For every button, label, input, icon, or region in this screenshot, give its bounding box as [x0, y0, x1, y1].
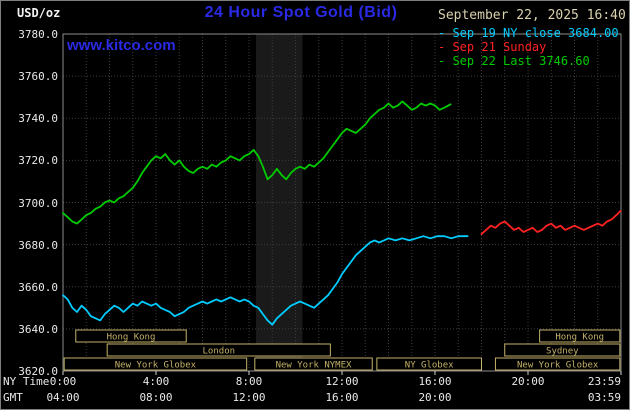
- y-axis-label: 3740.0: [18, 112, 58, 126]
- session-box: [539, 329, 621, 343]
- legend-item-sep21: - Sep 21 Sunday: [438, 40, 547, 54]
- y-axis-label: 3780.0: [18, 28, 58, 41]
- x-axis-label-gmt: 03:59: [587, 391, 621, 404]
- chart-title: 24 Hour Spot Gold (Bid): [204, 4, 398, 21]
- session-box-label: New York Globex: [517, 361, 599, 371]
- kitco-watermark-link[interactable]: www.kitco.com: [67, 37, 176, 54]
- datetime-label: September 22, 2025 16:40: [438, 8, 626, 23]
- units-label: USD/oz: [17, 6, 61, 20]
- session-box-label: New York NYMEX: [276, 361, 352, 371]
- session-box-label: Sydney: [546, 347, 579, 357]
- gmt-axis-label: GMT: [3, 391, 23, 404]
- session-box-label: Hong Kong: [107, 333, 156, 343]
- session-box-label: Hong Kong: [555, 333, 604, 343]
- session-box: [63, 357, 248, 371]
- series-line-sep21: [480, 209, 622, 236]
- legend-item-sep22: - Sep 22 Last 3746.60: [438, 54, 590, 68]
- series-line-sep22: [62, 100, 452, 225]
- y-axis-label: 3620.0: [18, 365, 58, 378]
- y-axis-label: 3660.0: [18, 280, 58, 294]
- x-axis-label-ny: 16:00: [418, 375, 452, 388]
- y-axis-label: 3760.0: [18, 70, 58, 84]
- session-box-label: NY Globex: [405, 361, 454, 371]
- x-axis-label-ny: 8:00: [235, 375, 263, 388]
- x-axis-label-gmt: 04:00: [46, 391, 80, 404]
- session-box: [254, 357, 373, 371]
- x-axis-label-ny: 20:00: [511, 375, 545, 388]
- y-axis-label: 3640.0: [18, 322, 58, 336]
- series-line-sep19: [62, 235, 469, 326]
- x-axis-label-gmt: 16:00: [325, 391, 359, 404]
- y-axis-label: 3720.0: [18, 154, 58, 168]
- y-axis-label: 3680.0: [18, 238, 58, 252]
- session-box: [106, 343, 331, 357]
- x-axis-label-gmt: 12:00: [232, 391, 266, 404]
- y-axis-label: 3700.0: [18, 196, 58, 210]
- x-axis-label-ny: 23:59: [587, 375, 621, 388]
- session-box-label: New York Globex: [115, 361, 197, 371]
- session-box: [504, 343, 621, 357]
- session-box: [75, 329, 187, 343]
- ny-time-axis-label: NY Time: [3, 375, 50, 388]
- x-axis-label-ny: 4:00: [142, 375, 170, 388]
- legend-item-sep19: - Sep 19 NY close 3684.00: [438, 26, 619, 40]
- session-box: [494, 357, 621, 371]
- x-axis-label-gmt: 20:00: [418, 391, 452, 404]
- x-axis-label-ny: 12:00: [325, 375, 359, 388]
- session-box: [376, 357, 482, 371]
- session-box-label: London: [203, 347, 236, 357]
- x-axis-label-ny: 0:00: [49, 375, 77, 388]
- x-axis-label-gmt: 08:00: [139, 391, 173, 404]
